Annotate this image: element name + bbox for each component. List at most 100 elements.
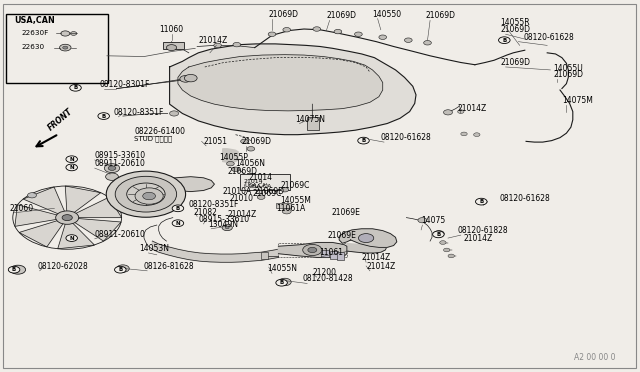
Text: 08120-61828: 08120-61828	[458, 226, 508, 235]
Circle shape	[180, 76, 191, 82]
Circle shape	[444, 248, 450, 252]
Circle shape	[115, 176, 177, 212]
Text: 21069D: 21069D	[227, 167, 257, 176]
Circle shape	[278, 278, 291, 286]
Text: 14055R: 14055R	[500, 18, 530, 27]
Circle shape	[138, 190, 154, 199]
Text: 21014: 21014	[248, 173, 273, 182]
Text: 08120-62028: 08120-62028	[37, 262, 88, 271]
Text: 08911-20610: 08911-20610	[95, 230, 145, 239]
Circle shape	[418, 218, 427, 223]
Text: 14056N: 14056N	[236, 159, 266, 168]
Circle shape	[434, 231, 444, 237]
Circle shape	[56, 211, 79, 224]
Polygon shape	[278, 243, 347, 257]
Polygon shape	[178, 55, 383, 111]
Text: A2 00 00 0: A2 00 00 0	[574, 353, 616, 362]
Text: 21010A: 21010A	[223, 187, 252, 196]
Text: 14075M: 14075M	[562, 96, 593, 105]
Circle shape	[166, 45, 177, 51]
Bar	[163, 42, 184, 49]
Polygon shape	[74, 218, 121, 241]
Circle shape	[257, 195, 265, 199]
Text: 08126-81628: 08126-81628	[144, 262, 195, 271]
Circle shape	[283, 28, 291, 32]
Text: 21069E: 21069E	[332, 208, 360, 217]
Circle shape	[268, 32, 276, 36]
Text: 11061A: 11061A	[276, 204, 306, 213]
Polygon shape	[65, 186, 100, 213]
Text: 14053N: 14053N	[140, 244, 170, 253]
Bar	[337, 252, 344, 260]
Circle shape	[241, 139, 248, 144]
Circle shape	[440, 241, 446, 244]
Circle shape	[448, 254, 454, 258]
Circle shape	[184, 74, 197, 82]
Text: 21014: 21014	[244, 179, 264, 184]
Polygon shape	[74, 197, 122, 218]
Text: 21060: 21060	[10, 204, 34, 213]
Text: 21069D: 21069D	[500, 25, 531, 34]
Circle shape	[8, 266, 20, 273]
Bar	[261, 252, 268, 259]
Circle shape	[227, 161, 234, 166]
Text: 11061: 11061	[319, 248, 343, 257]
Circle shape	[66, 235, 77, 241]
Text: 14075N: 14075N	[296, 115, 326, 124]
Text: 21082: 21082	[193, 208, 217, 217]
Text: 08120-8301F: 08120-8301F	[99, 80, 150, 89]
Circle shape	[232, 167, 239, 171]
Polygon shape	[170, 44, 416, 135]
Circle shape	[276, 279, 287, 286]
Text: (USA,CA): (USA,CA)	[244, 183, 269, 189]
Text: 21014Z: 21014Z	[227, 210, 257, 219]
Text: 08120-8351F: 08120-8351F	[114, 108, 164, 117]
Text: USA,CAN: USA,CAN	[14, 16, 55, 25]
Text: B: B	[12, 267, 16, 272]
Circle shape	[66, 164, 77, 171]
Text: B: B	[118, 267, 122, 272]
Circle shape	[499, 37, 510, 44]
Circle shape	[334, 29, 342, 34]
Circle shape	[120, 267, 125, 270]
Circle shape	[60, 44, 71, 51]
Text: N: N	[175, 221, 180, 226]
Circle shape	[404, 38, 412, 42]
Circle shape	[458, 110, 464, 113]
Text: 21069D: 21069D	[269, 10, 299, 19]
Text: 08120-8351F: 08120-8351F	[189, 200, 239, 209]
Circle shape	[70, 32, 77, 35]
Text: B: B	[362, 138, 365, 143]
Polygon shape	[152, 177, 214, 192]
Text: 21069C: 21069C	[280, 182, 310, 190]
Circle shape	[62, 215, 72, 221]
Bar	[307, 117, 319, 130]
Circle shape	[308, 247, 317, 253]
Circle shape	[28, 193, 36, 198]
Circle shape	[222, 225, 232, 231]
Circle shape	[474, 133, 480, 137]
Circle shape	[98, 113, 109, 119]
Circle shape	[170, 111, 179, 116]
Circle shape	[358, 137, 369, 144]
Circle shape	[66, 156, 77, 163]
Text: B: B	[74, 85, 77, 90]
Circle shape	[115, 266, 126, 273]
Circle shape	[313, 27, 321, 31]
Text: B: B	[436, 232, 440, 237]
Text: 21069D: 21069D	[326, 12, 356, 20]
Circle shape	[247, 147, 255, 151]
Circle shape	[476, 198, 487, 205]
Circle shape	[424, 41, 431, 45]
Text: 11060: 11060	[159, 25, 183, 34]
Text: B: B	[280, 280, 284, 285]
Text: 21069C: 21069C	[253, 189, 282, 198]
Text: 08226-61400: 08226-61400	[134, 127, 186, 136]
Circle shape	[379, 35, 387, 39]
Text: USA,CA: USA,CA	[248, 184, 272, 189]
Polygon shape	[19, 220, 63, 247]
Circle shape	[172, 220, 184, 227]
FancyBboxPatch shape	[240, 174, 290, 190]
Circle shape	[106, 173, 118, 180]
Circle shape	[444, 110, 452, 115]
